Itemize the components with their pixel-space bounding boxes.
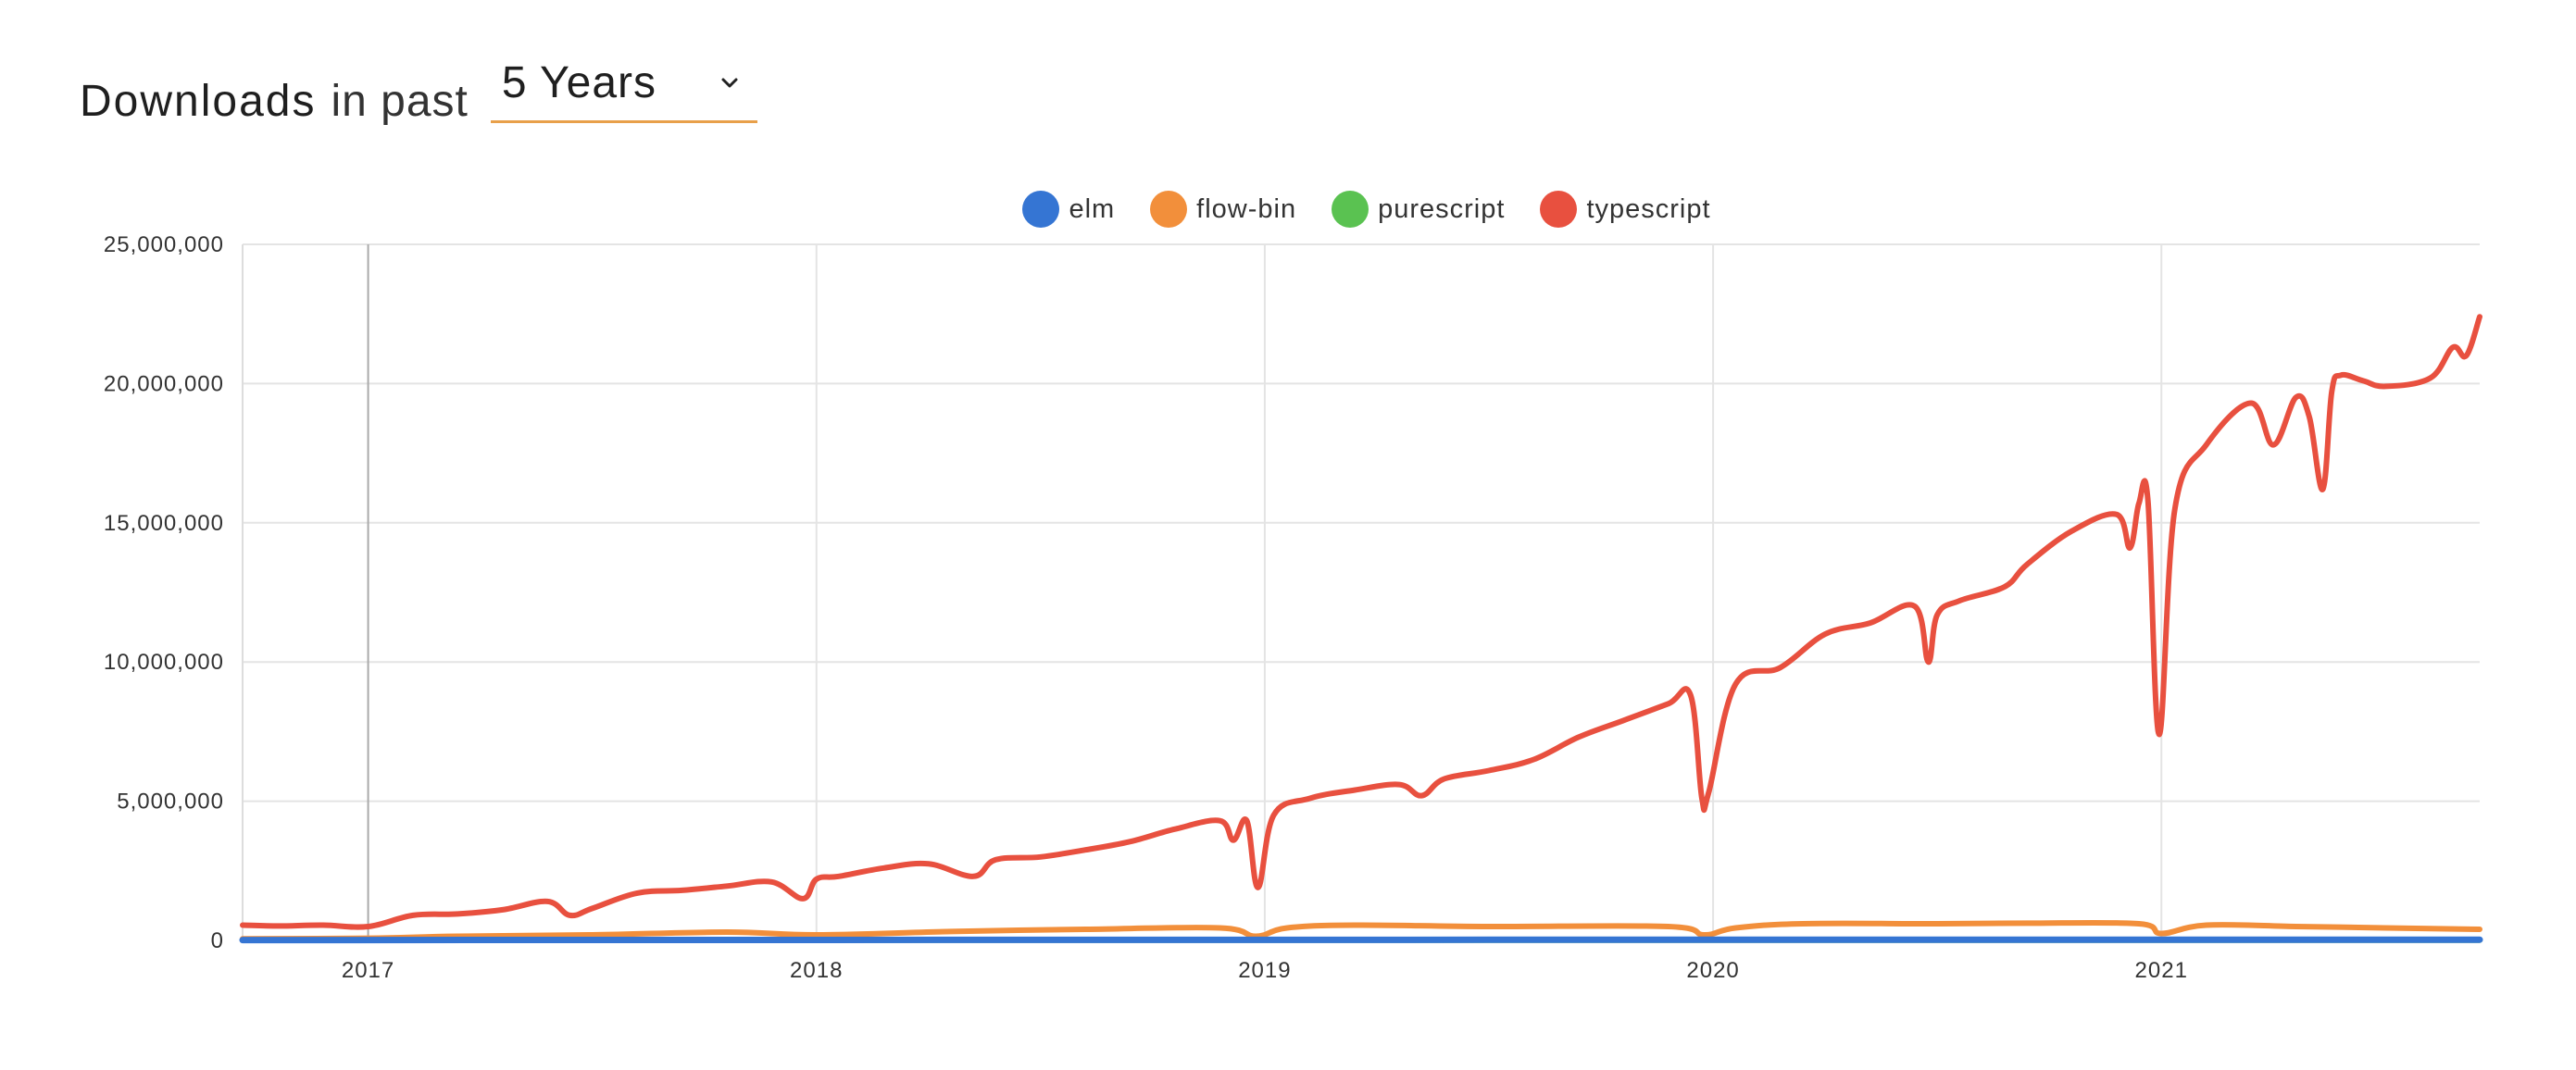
- y-tick-label: 20,000,000: [104, 371, 224, 396]
- header-subtitle: in past: [331, 77, 469, 126]
- legend-dot-elm: [1022, 191, 1060, 228]
- x-tick-label: 2021: [2135, 958, 2188, 983]
- x-tick-label: 2018: [790, 958, 843, 983]
- y-tick-label: 5,000,000: [117, 790, 224, 815]
- x-tick-label: 2019: [1238, 958, 1291, 983]
- chevron-down-icon: [721, 78, 738, 88]
- period-select[interactable]: 5 Years: [490, 56, 757, 123]
- legend-dot-typescript: [1540, 191, 1578, 228]
- header-title: Downloads: [80, 77, 317, 126]
- period-select-value: 5 Years: [501, 58, 657, 107]
- y-tick-label: 0: [211, 928, 224, 953]
- legend-dot-purescript: [1332, 191, 1369, 228]
- y-tick-label: 25,000,000: [104, 232, 224, 257]
- legend-item-typescript[interactable]: typescript: [1540, 191, 1710, 228]
- legend-label-elm: elm: [1069, 193, 1116, 224]
- legend-label-purescript: purescript: [1378, 193, 1506, 224]
- legend-label-flow-bin: flow-bin: [1196, 193, 1297, 224]
- legend-dot-flow-bin: [1150, 191, 1188, 228]
- y-tick-label: 10,000,000: [104, 650, 224, 675]
- legend-label-typescript: typescript: [1586, 193, 1711, 224]
- legend: elm flow-bin purescript typescript: [0, 191, 2576, 228]
- legend-item-purescript[interactable]: purescript: [1332, 191, 1505, 228]
- series-line-flow-bin: [240, 919, 2482, 942]
- x-tick-label: 2017: [342, 958, 394, 983]
- chart-header: Downloads in past 5 Years: [80, 48, 757, 127]
- y-tick-label: 15,000,000: [104, 511, 224, 536]
- x-tick-label: 2020: [1686, 958, 1739, 983]
- legend-item-elm[interactable]: elm: [1022, 191, 1115, 228]
- series-line-typescript: [240, 314, 2482, 930]
- legend-item-flow-bin[interactable]: flow-bin: [1150, 191, 1296, 228]
